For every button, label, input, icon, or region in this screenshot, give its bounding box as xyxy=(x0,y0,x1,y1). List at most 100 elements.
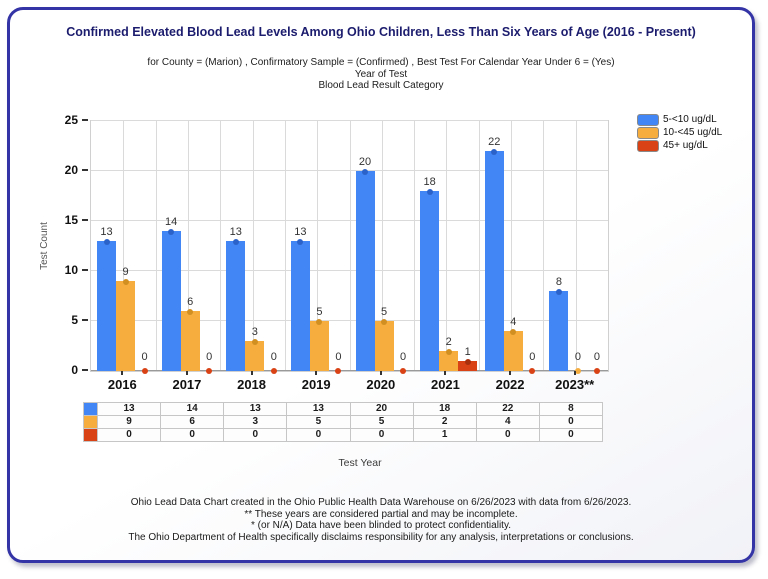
gridline xyxy=(91,120,608,121)
y-axis-tick xyxy=(82,119,88,121)
table-cell: 8 xyxy=(538,402,604,416)
table-cell: 13 xyxy=(96,402,162,416)
y-axis-tick xyxy=(82,369,88,371)
bar-value-label: 0 xyxy=(529,351,536,363)
chart-subtitle-line: Year of Test xyxy=(354,68,408,80)
legend-swatch xyxy=(637,139,659,152)
table-cell: 6 xyxy=(160,415,225,429)
gridline xyxy=(478,121,480,371)
bar xyxy=(97,241,116,371)
bar-value-label: 3 xyxy=(251,326,258,338)
bar-value-label: 18 xyxy=(423,176,436,188)
chart-subtitle: for County = (Marion) , Confirmatory Sam… xyxy=(10,57,752,92)
gridline xyxy=(220,121,222,371)
x-axis-category-label: 2016 xyxy=(107,377,137,392)
y-axis-tick xyxy=(82,219,88,221)
bar xyxy=(161,231,181,371)
y-axis-label: Test Count xyxy=(39,222,50,270)
table-cell: 22 xyxy=(475,402,540,416)
bar-value-label: 13 xyxy=(100,226,113,238)
bar-top-marker xyxy=(510,329,517,335)
x-axis-category-label: 2020 xyxy=(366,377,396,392)
x-axis-tick xyxy=(185,371,188,375)
zero-value-dot xyxy=(270,368,277,374)
gridline xyxy=(349,121,351,371)
bar-value-label: 13 xyxy=(229,226,242,238)
y-axis-tick-label: 20 xyxy=(64,163,78,177)
bar xyxy=(245,341,265,371)
bar-top-marker xyxy=(187,309,194,315)
bar-value-label: 6 xyxy=(187,296,194,308)
table-cell: 1 xyxy=(412,428,477,442)
bar-top-marker xyxy=(464,359,471,365)
table-cell: 0 xyxy=(160,428,225,442)
footer-line: The Ohio Department of Health specifical… xyxy=(128,531,634,543)
zero-value-dot xyxy=(206,368,213,374)
chart-plot-area: 13 14 13 13 20 18 22 8 9 6 3 5 5 2 4 0 0 0 0 0 0 1 0 0 xyxy=(90,120,609,374)
bar-top-marker xyxy=(445,349,452,355)
bar-top-marker xyxy=(251,339,258,345)
bar-value-label: 0 xyxy=(399,351,407,363)
gridline xyxy=(543,121,545,371)
x-axis-tick xyxy=(315,371,318,375)
footer-line: Ohio Lead Data Chart created in the Ohio… xyxy=(130,497,632,508)
table-cell: 0 xyxy=(96,428,162,442)
gridline xyxy=(511,121,513,371)
x-axis-tick xyxy=(250,371,253,375)
gridline xyxy=(252,121,254,371)
x-axis-category-label: 2022 xyxy=(495,377,525,392)
bar-top-marker xyxy=(362,169,368,175)
bar xyxy=(503,331,523,371)
x-axis-tick xyxy=(379,371,382,375)
bar-value-label: 5 xyxy=(316,306,323,318)
bar xyxy=(290,241,310,371)
bar-value-label: 14 xyxy=(165,216,178,228)
table-cell: 13 xyxy=(223,402,288,416)
table-cell: 0 xyxy=(475,428,540,442)
bar xyxy=(549,291,569,371)
bar xyxy=(420,191,440,371)
bar-top-marker xyxy=(316,319,323,325)
zero-value-dot xyxy=(574,368,581,374)
y-axis-tick-label: 0 xyxy=(71,363,78,377)
bar-value-label: 4 xyxy=(510,316,517,328)
gridline xyxy=(414,121,416,371)
bar-value-label: 2 xyxy=(445,336,452,348)
x-axis-category-label: 2018 xyxy=(237,377,267,392)
x-axis-category-label: 2023** xyxy=(555,377,595,392)
table-cell: 18 xyxy=(412,402,477,416)
x-axis-label: Test Year xyxy=(338,457,382,469)
table-cell: 4 xyxy=(475,415,540,429)
bar-top-marker xyxy=(168,229,175,235)
x-axis-tick xyxy=(509,371,512,375)
table-cell: 3 xyxy=(223,415,288,429)
table-cell: 14 xyxy=(160,402,225,416)
zero-value-dot xyxy=(141,368,148,374)
report-card: Confirmed Elevated Blood Lead Levels Amo… xyxy=(7,7,755,563)
bar-top-marker xyxy=(491,149,498,155)
zero-value-dot xyxy=(400,368,406,374)
bar-value-label: 0 xyxy=(593,351,600,363)
zero-value-dot xyxy=(335,368,342,374)
y-axis-tick xyxy=(82,319,88,321)
y-axis-tick-label: 15 xyxy=(64,213,78,227)
zero-value-dot xyxy=(593,368,600,374)
table-cell: 20 xyxy=(349,402,414,416)
legend-item: 10-<45 ug/dL xyxy=(637,126,722,139)
bar xyxy=(355,171,375,371)
bar-value-label: 0 xyxy=(574,351,581,363)
gridline xyxy=(575,121,577,371)
x-axis-category-label: 2019 xyxy=(301,377,331,392)
legend-item: 5-<10 ug/dL xyxy=(637,113,722,126)
bar-value-label: 0 xyxy=(270,351,277,363)
data-table: 13 14 13 13 20 18 22 8 9 6 3 5 5 2 4 0 0 0 0 0 0 1 0 0 xyxy=(83,402,604,442)
bar xyxy=(484,151,504,371)
y-axis-tick-label: 10 xyxy=(64,263,78,277)
bar xyxy=(116,281,135,371)
bar-top-marker xyxy=(103,239,110,245)
table-cell: 5 xyxy=(349,415,414,429)
bar-value-label: 0 xyxy=(206,351,213,363)
y-axis-tick xyxy=(82,169,88,171)
